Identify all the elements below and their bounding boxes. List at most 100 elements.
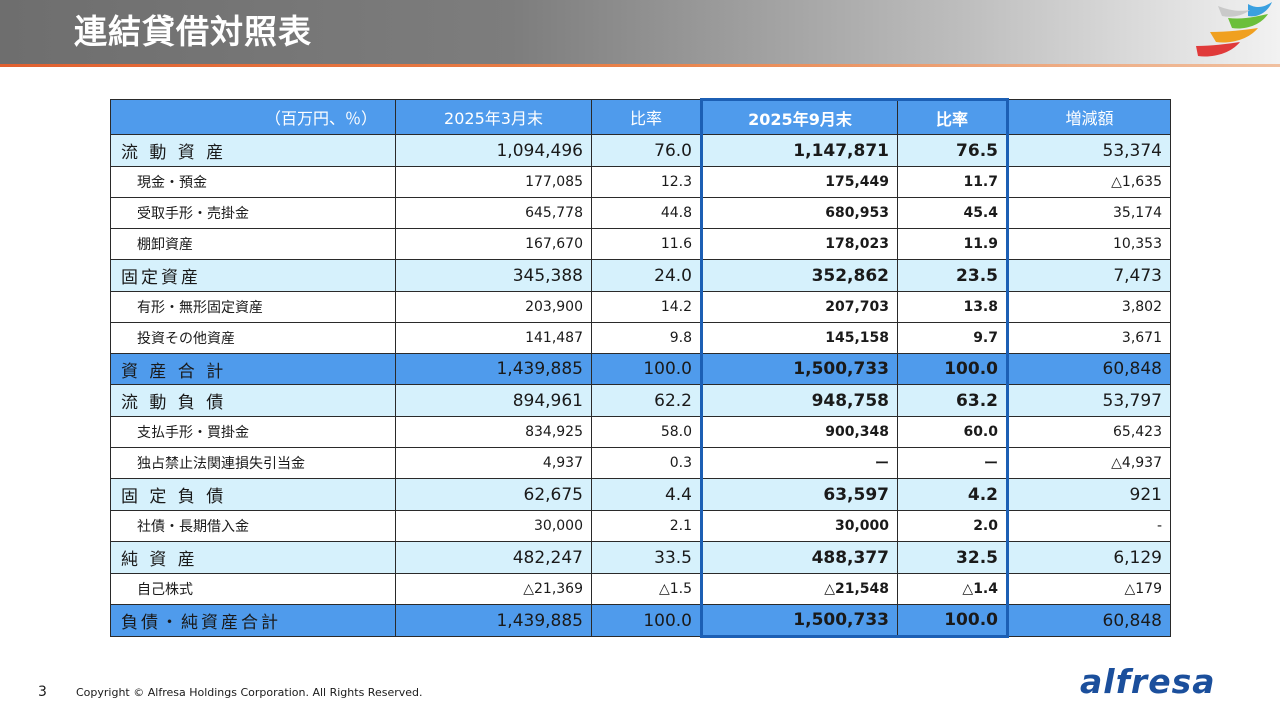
- row-label: 支払手形・買掛金: [110, 416, 396, 448]
- ratio-2025-03: 14.2: [591, 291, 702, 323]
- ratio-2025-03: 44.8: [591, 197, 702, 229]
- ratio-2025-09: 60.0: [897, 416, 1009, 448]
- change-amount: 53,797: [1007, 384, 1171, 417]
- ratio-2025-03: 0.3: [591, 447, 702, 479]
- value-2025-09: 1,500,733: [700, 353, 898, 385]
- value-2025-03: 894,961: [395, 384, 592, 417]
- change-amount: 921: [1007, 478, 1171, 511]
- page-number: 3: [38, 684, 47, 700]
- row-label: 固定資産: [110, 259, 396, 292]
- value-2025-09: 680,953: [700, 197, 898, 229]
- row-label: 負債・純資産合計: [110, 604, 396, 637]
- table-row: 負債・純資産合計 1,439,885 100.0 1,500,733 100.0 60,8…: [110, 604, 1171, 638]
- change-amount: 10,353: [1007, 228, 1171, 260]
- row-label: 受取手形・売掛金: [110, 197, 396, 229]
- ratio-2025-03: 62.2: [591, 384, 702, 417]
- ratio-2025-09: 45.4: [897, 197, 1009, 229]
- table-row: 純 資 産 482,247 33.5 488,377 32.5 6,129: [110, 541, 1171, 574]
- header-accent-line: [0, 64, 1280, 67]
- value-2025-03: △21,369: [395, 573, 592, 605]
- ratio-2025-09: 9.7: [897, 322, 1009, 354]
- table-row: 流 動 負 債 894,961 62.2 948,758 63.2 53,797: [110, 384, 1171, 417]
- ratio-2025-03: 12.3: [591, 166, 702, 198]
- header-2025-09: 2025年9月末: [700, 98, 898, 135]
- change-amount: △4,937: [1007, 447, 1171, 479]
- value-2025-09: 145,158: [700, 322, 898, 354]
- row-label: 自己株式: [110, 573, 396, 605]
- value-2025-03: 482,247: [395, 541, 592, 574]
- change-amount: 35,174: [1007, 197, 1171, 229]
- row-label: 有形・無形固定資産: [110, 291, 396, 323]
- header-change: 増減額: [1007, 99, 1171, 135]
- brand-logo: alfresa: [1080, 662, 1216, 701]
- row-label: 純 資 産: [110, 541, 396, 574]
- change-amount: 3,802: [1007, 291, 1171, 323]
- value-2025-09: 63,597: [700, 478, 898, 511]
- row-label: 棚卸資産: [110, 228, 396, 260]
- ratio-2025-09: 11.7: [897, 166, 1009, 198]
- value-2025-03: 834,925: [395, 416, 592, 448]
- ratio-2025-03: △1.5: [591, 573, 702, 605]
- ratio-2025-03: 24.0: [591, 259, 702, 292]
- value-2025-09: 1,147,871: [700, 134, 898, 167]
- value-2025-03: 1,439,885: [395, 604, 592, 637]
- table-row: 有形・無形固定資産 203,900 14.2 207,703 13.8 3,802: [110, 291, 1171, 323]
- value-2025-03: 1,094,496: [395, 134, 592, 167]
- table-header-row: （百万円、％） 2025年3月末 比率 2025年9月末 比率 増減額: [110, 98, 1171, 135]
- ratio-2025-03: 76.0: [591, 134, 702, 167]
- page-title: 連結貸借対照表: [74, 12, 312, 51]
- table-row: 流 動 資 産 1,094,496 76.0 1,147,871 76.5 53,374: [110, 134, 1171, 167]
- change-amount: 3,671: [1007, 322, 1171, 354]
- header-unit: （百万円、％）: [110, 99, 396, 135]
- value-2025-03: 203,900: [395, 291, 592, 323]
- ratio-2025-03: 9.8: [591, 322, 702, 354]
- ratio-2025-09: △1.4: [897, 573, 1009, 605]
- value-2025-03: 1,439,885: [395, 353, 592, 385]
- value-2025-09: 900,348: [700, 416, 898, 448]
- value-2025-03: 345,388: [395, 259, 592, 292]
- value-2025-03: 141,487: [395, 322, 592, 354]
- ratio-2025-03: 100.0: [591, 353, 702, 385]
- change-amount: 65,423: [1007, 416, 1171, 448]
- ratio-2025-03: 2.1: [591, 510, 702, 542]
- row-label: 社債・長期借入金: [110, 510, 396, 542]
- corporate-logo-mark-icon: [1196, 2, 1272, 57]
- header-2025-03: 2025年3月末: [395, 99, 592, 135]
- value-2025-09: 1,500,733: [700, 604, 898, 638]
- value-2025-03: 167,670: [395, 228, 592, 260]
- ratio-2025-09: 4.2: [897, 478, 1009, 511]
- ratio-2025-03: 100.0: [591, 604, 702, 637]
- change-amount: 53,374: [1007, 134, 1171, 167]
- table-row: 支払手形・買掛金 834,925 58.0 900,348 60.0 65,423: [110, 416, 1171, 448]
- value-2025-09: 488,377: [700, 541, 898, 574]
- value-2025-09: ー: [700, 447, 898, 479]
- table-row: 固定資産 345,388 24.0 352,862 23.5 7,473: [110, 259, 1171, 292]
- header-ratio-1: 比率: [591, 99, 702, 135]
- balance-sheet-table: （百万円、％） 2025年3月末 比率 2025年9月末 比率 増減額 流 動 …: [110, 98, 1171, 638]
- value-2025-03: 4,937: [395, 447, 592, 479]
- table-row: 固 定 負 債 62,675 4.4 63,597 4.2 921: [110, 478, 1171, 511]
- row-label: 固 定 負 債: [110, 478, 396, 511]
- ratio-2025-03: 58.0: [591, 416, 702, 448]
- header-ratio-2: 比率: [897, 98, 1009, 135]
- row-label: 資 産 合 計: [110, 353, 396, 385]
- row-label: 投資その他資産: [110, 322, 396, 354]
- change-amount: -: [1007, 510, 1171, 542]
- value-2025-09: 207,703: [700, 291, 898, 323]
- ratio-2025-09: 23.5: [897, 259, 1009, 292]
- value-2025-03: 30,000: [395, 510, 592, 542]
- row-label: 流 動 資 産: [110, 134, 396, 167]
- row-label: 現金・預金: [110, 166, 396, 198]
- header-band: [0, 0, 1280, 64]
- table-row: 棚卸資産 167,670 11.6 178,023 11.9 10,353: [110, 228, 1171, 260]
- change-amount: 60,848: [1007, 353, 1171, 385]
- table-row: 投資その他資産 141,487 9.8 145,158 9.7 3,671: [110, 322, 1171, 354]
- ratio-2025-09: ー: [897, 447, 1009, 479]
- change-amount: △1,635: [1007, 166, 1171, 198]
- ratio-2025-03: 11.6: [591, 228, 702, 260]
- value-2025-03: 62,675: [395, 478, 592, 511]
- value-2025-09: △21,548: [700, 573, 898, 605]
- table-row: 自己株式 △21,369 △1.5 △21,548 △1.4 △179: [110, 573, 1171, 605]
- table-row: 資 産 合 計 1,439,885 100.0 1,500,733 100.0 60,84…: [110, 353, 1171, 385]
- change-amount: 6,129: [1007, 541, 1171, 574]
